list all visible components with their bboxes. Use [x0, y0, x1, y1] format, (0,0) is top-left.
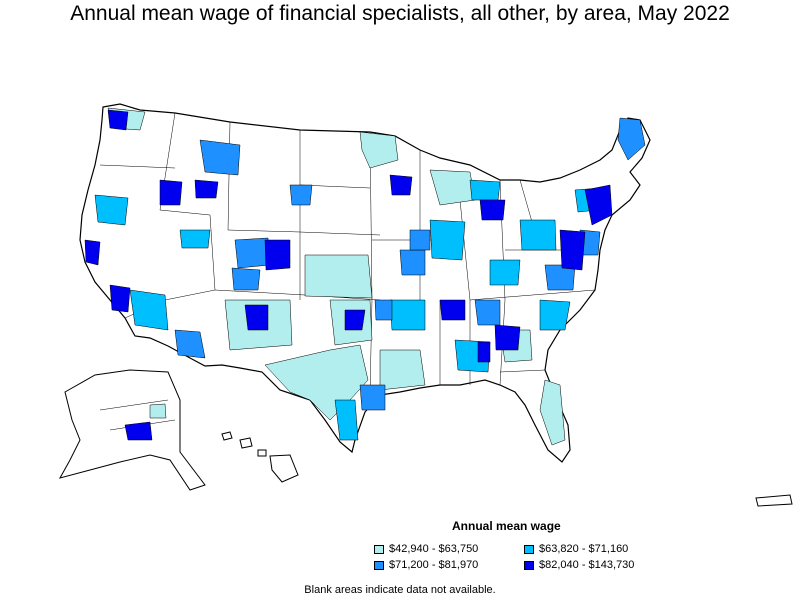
- legend-item-tier-2: $63,820 - $71,160: [524, 543, 628, 555]
- legend-item-tier-3: $71,200 - $81,970: [374, 559, 478, 571]
- legend-swatch: [374, 544, 384, 554]
- legend-swatch: [524, 544, 534, 554]
- legend-label: $63,820 - $71,160: [539, 543, 629, 555]
- legend-title: Annual mean wage: [452, 519, 561, 533]
- legend-label: $42,940 - $63,750: [389, 543, 479, 555]
- wage-tier-1-regions: [107, 107, 566, 446]
- legend-item-tier-4: $82,040 - $143,730: [524, 559, 634, 571]
- legend-label: $71,200 - $81,970: [389, 559, 479, 571]
- legend-label: $82,040 - $143,730: [539, 559, 635, 571]
- legend-swatch: [374, 560, 384, 570]
- hawaii-islands: [221, 431, 299, 483]
- wage-tier-4-regions: [84, 109, 613, 363]
- legend-item-tier-1: $42,940 - $63,750: [374, 543, 478, 555]
- footnote: Blank areas indicate data not available.: [304, 584, 496, 596]
- wage-tier-3-regions: [174, 117, 646, 411]
- map-title: Annual mean wage of financial specialist…: [70, 2, 730, 25]
- legend-swatch: [524, 560, 534, 570]
- puerto-rico-outline: [755, 494, 793, 507]
